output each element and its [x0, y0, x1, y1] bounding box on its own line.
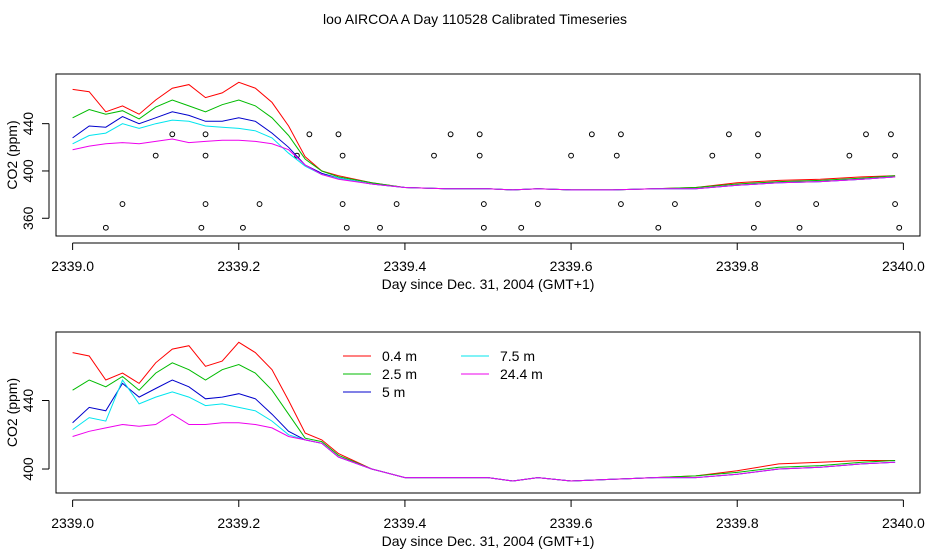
data-point — [169, 131, 176, 138]
series-line-7-5-m — [72, 119, 896, 191]
data-point — [672, 201, 678, 207]
data-point — [102, 224, 109, 231]
series-line-0-4-m — [72, 341, 896, 482]
data-point — [518, 224, 525, 231]
data-point — [613, 152, 620, 159]
x-tick-label: 2339.6 — [550, 515, 593, 531]
page-title: loo AIRCOA A Day 110528 Calibrated Times… — [322, 11, 627, 27]
data-point — [240, 224, 246, 231]
legend-item: 5 m — [343, 384, 405, 400]
series-line-7-5-m — [72, 378, 896, 482]
series-line-24-4-m — [72, 138, 896, 191]
legend-label: 2.5 m — [382, 366, 417, 382]
x-tick-label: 2340.0 — [882, 515, 925, 531]
series-line-0-4-m — [72, 81, 896, 191]
data-point — [709, 152, 716, 159]
data-point — [335, 131, 342, 138]
top-panel-co2-with-points: 2339.0 2339.2 2339.4 2339.6 2339.8 2340.0 Day … — [4, 73, 925, 292]
data-point — [306, 131, 313, 138]
x-tick-label: 2339.0 — [51, 515, 94, 531]
y-tick-label: 400 — [20, 457, 36, 481]
data-point — [339, 152, 346, 159]
data-point — [755, 131, 761, 138]
data-point — [618, 201, 624, 207]
legend-label: 0.4 m — [382, 348, 417, 364]
data-point — [892, 152, 898, 159]
data-point — [888, 131, 894, 138]
data-point — [618, 131, 624, 138]
data-point — [655, 224, 662, 231]
y-tick-label: 440 — [20, 112, 36, 136]
data-point — [480, 224, 487, 231]
data-point — [813, 201, 820, 207]
series-line-5-m — [72, 379, 896, 482]
legend-item: 7.5 m — [461, 348, 535, 364]
data-point — [476, 131, 483, 138]
data-point — [202, 152, 209, 159]
data-point — [393, 201, 400, 207]
data-point — [568, 152, 574, 159]
data-point — [750, 224, 757, 231]
data-point — [588, 131, 595, 138]
x-axis-label: Day since Dec. 31, 2004 (GMT+1) — [382, 533, 595, 549]
data-point — [447, 131, 454, 138]
data-point — [119, 201, 126, 207]
x-tick-label: 2339.2 — [217, 258, 260, 274]
data-point — [534, 201, 541, 207]
data-point — [343, 224, 350, 231]
data-point — [755, 152, 761, 159]
y-tick-label: 360 — [20, 206, 36, 230]
data-point — [846, 152, 853, 159]
series-line-2-5-m — [72, 99, 896, 191]
x-tick-label: 2340.0 — [882, 258, 925, 274]
x-tick-label: 2339.4 — [384, 258, 427, 274]
x-axis-label: Day since Dec. 31, 2004 (GMT+1) — [382, 276, 595, 292]
data-point — [755, 201, 761, 207]
data-point — [796, 224, 803, 231]
legend-item: 0.4 m — [343, 348, 417, 364]
y-axis-label: CO2 (ppm) — [4, 378, 20, 447]
data-point — [726, 131, 732, 138]
legend-item: 2.5 m — [343, 366, 417, 382]
data-point — [152, 152, 159, 159]
data-point — [863, 131, 869, 138]
bottom-panel-co2-with-legend: 2339.0 2339.2 2339.4 2339.6 2339.8 2340.0 Day … — [4, 331, 925, 549]
plot-frame — [55, 331, 921, 494]
data-point — [896, 224, 903, 231]
y-tick-label: 400 — [20, 159, 36, 183]
data-point — [202, 201, 209, 207]
legend-label: 5 m — [382, 384, 405, 400]
x-tick-label: 2339.0 — [51, 258, 94, 274]
data-point — [202, 131, 209, 138]
legend: 0.4 m 2.5 m 5 m 7.5 m 24.4 m — [343, 348, 543, 400]
data-point — [480, 201, 487, 207]
legend-item: 24.4 m — [461, 366, 543, 382]
y-tick-label: 440 — [20, 389, 36, 413]
plot-frame — [55, 73, 921, 237]
data-point — [476, 152, 483, 159]
y-axis-label: CO2 (ppm) — [4, 120, 20, 189]
x-tick-label: 2339.6 — [550, 258, 593, 274]
data-point — [256, 201, 263, 207]
legend-label: 7.5 m — [500, 348, 535, 364]
data-point — [431, 152, 437, 159]
x-tick-label: 2339.4 — [384, 515, 427, 531]
series-line-24-4-m — [72, 413, 896, 482]
data-point — [377, 224, 383, 231]
x-tick-label: 2339.8 — [716, 515, 759, 531]
series-line-2-5-m — [72, 362, 896, 482]
x-tick-label: 2339.8 — [716, 258, 759, 274]
data-point — [339, 201, 346, 207]
data-point — [198, 224, 205, 231]
legend-label: 24.4 m — [500, 366, 543, 382]
x-tick-label: 2339.2 — [217, 515, 260, 531]
data-point — [892, 201, 898, 207]
